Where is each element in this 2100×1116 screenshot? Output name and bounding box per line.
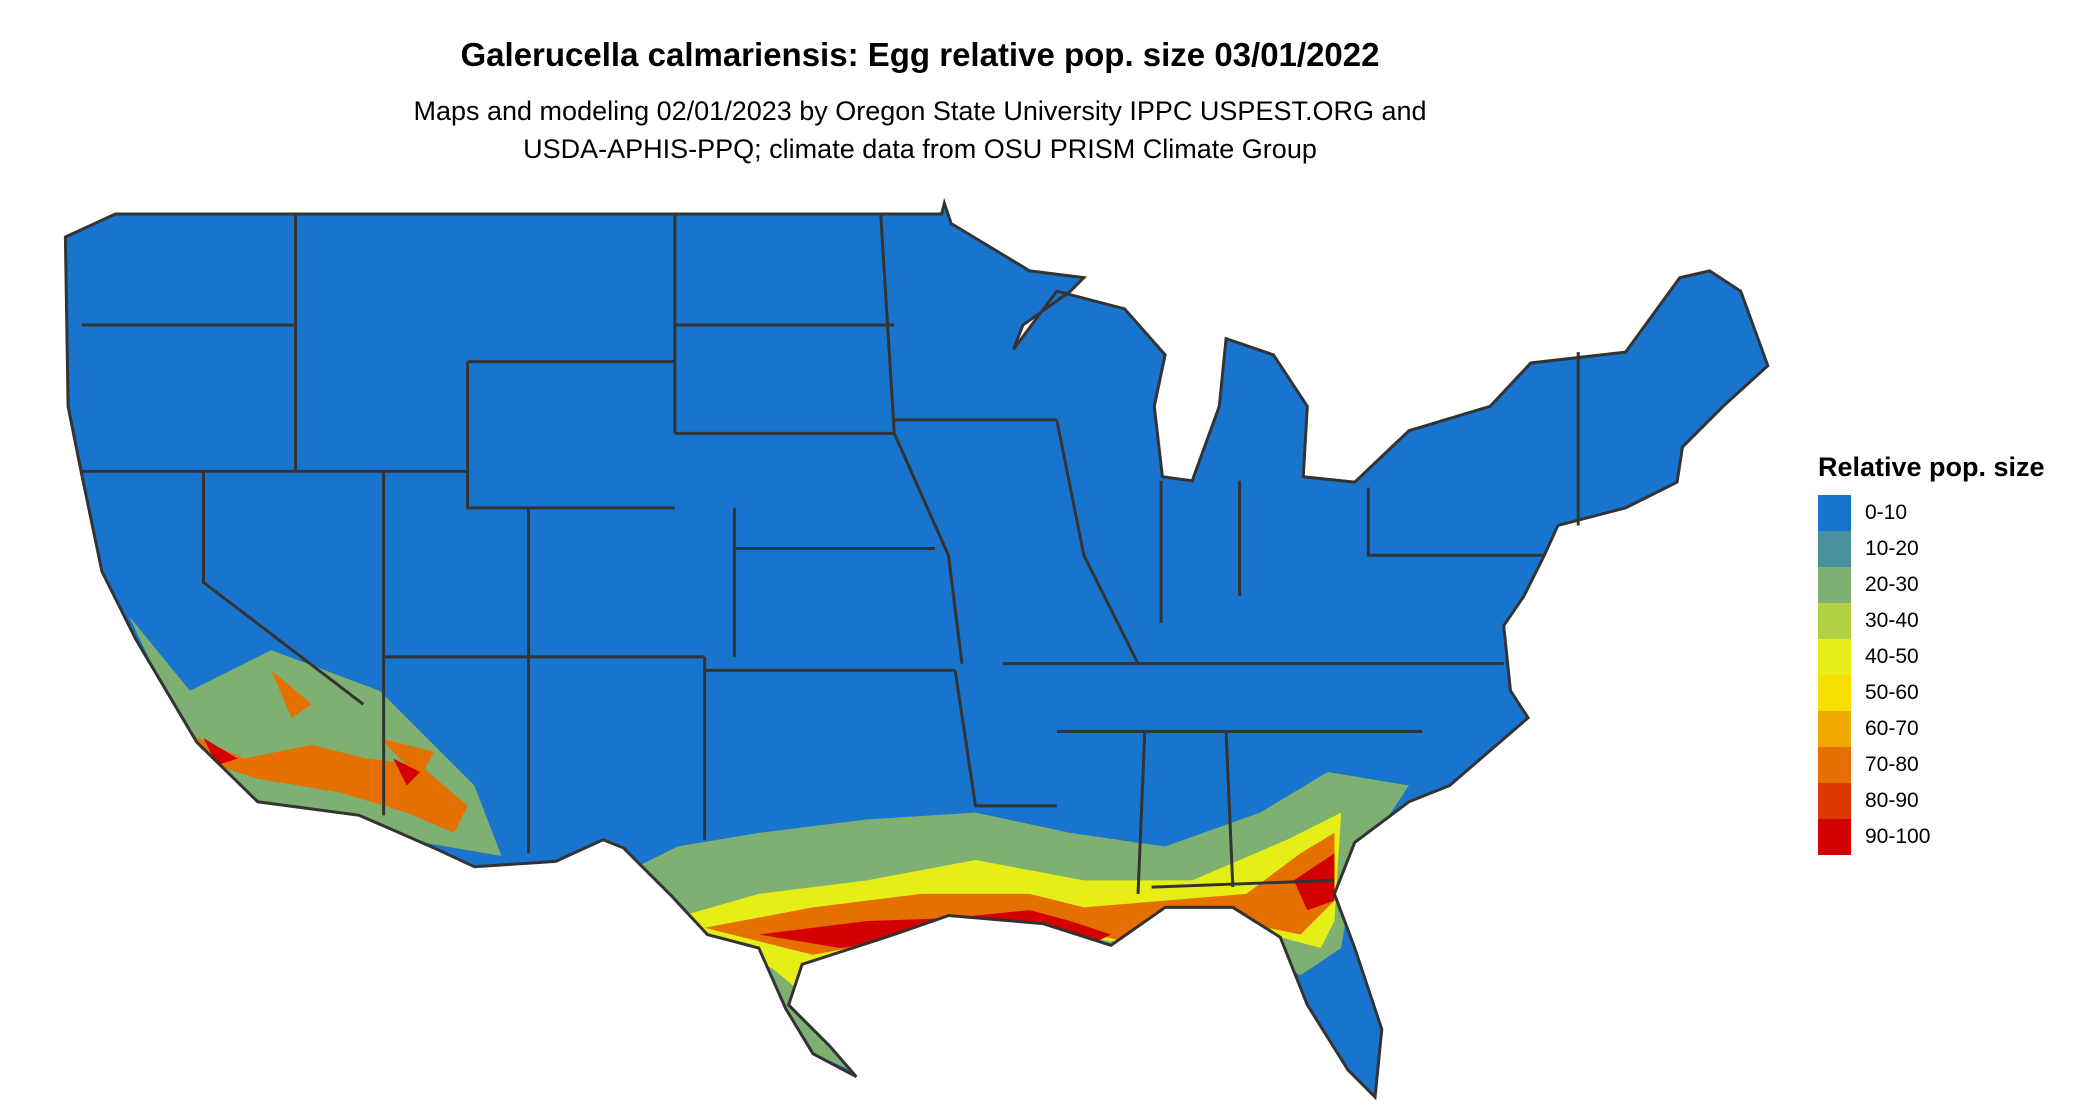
legend-item: 20-30 [1818,567,2045,603]
subtitle-line-1: Maps and modeling 02/01/2023 by Oregon S… [413,96,1427,126]
legend-item: 30-40 [1818,603,2045,639]
legend-swatch [1818,603,1851,639]
legend: Relative pop. size 0-10 10-20 20-30 30-40 40… [1818,452,2045,855]
legend-swatch [1818,819,1851,855]
legend-item: 40-50 [1818,639,2045,675]
legend-swatch [1818,639,1851,675]
legend-swatch [1818,675,1851,711]
legend-item: 50-60 [1818,675,2045,711]
us-land-0-10 [65,203,1768,1098]
legend-item: 10-20 [1818,531,2045,567]
legend-label: 30-40 [1865,609,1919,632]
map-title: Galerucella calmariensis: Egg relative p… [460,36,1380,73]
zone-70-80-southwest [183,670,468,833]
us-outline [63,197,1770,1101]
state-lines [81,213,1580,894]
legend-label: 50-60 [1865,681,1919,704]
legend-title: Relative pop. size [1818,452,2045,482]
legend-items: 0-10 10-20 20-30 30-40 40-50 50-60 60-70 70-80 8… [1818,495,2045,855]
legend-label: 10-20 [1865,537,1919,560]
map-subtitle: Maps and modeling 02/01/2023 by Oregon S… [0,92,1840,168]
legend-swatch [1818,495,1851,531]
legend-label: 60-70 [1865,717,1919,740]
legend-item: 0-10 [1818,495,2045,531]
legend-item: 90-100 [1818,819,2045,855]
legend-swatch [1818,531,1851,567]
legend-label: 0-10 [1865,501,1908,524]
legend-swatch [1818,747,1851,783]
legend-swatch [1818,711,1851,747]
legend-label: 70-80 [1865,753,1919,776]
legend-item: 60-70 [1818,711,2045,747]
legend-label: 90-100 [1865,825,1931,848]
subtitle-line-2: USDA-APHIS-PPQ; climate data from OSU PR… [523,134,1317,164]
zone-90-100-gulf [758,853,1335,949]
legend-swatch [1818,567,1851,603]
legend-label: 80-90 [1865,789,1919,812]
legend-label: 20-30 [1865,573,1919,596]
legend-item: 70-80 [1818,747,2045,783]
legend-item: 80-90 [1818,783,2045,819]
legend-label: 40-50 [1865,645,1919,668]
state-borders [63,197,1770,1101]
legend-swatch [1818,783,1851,819]
